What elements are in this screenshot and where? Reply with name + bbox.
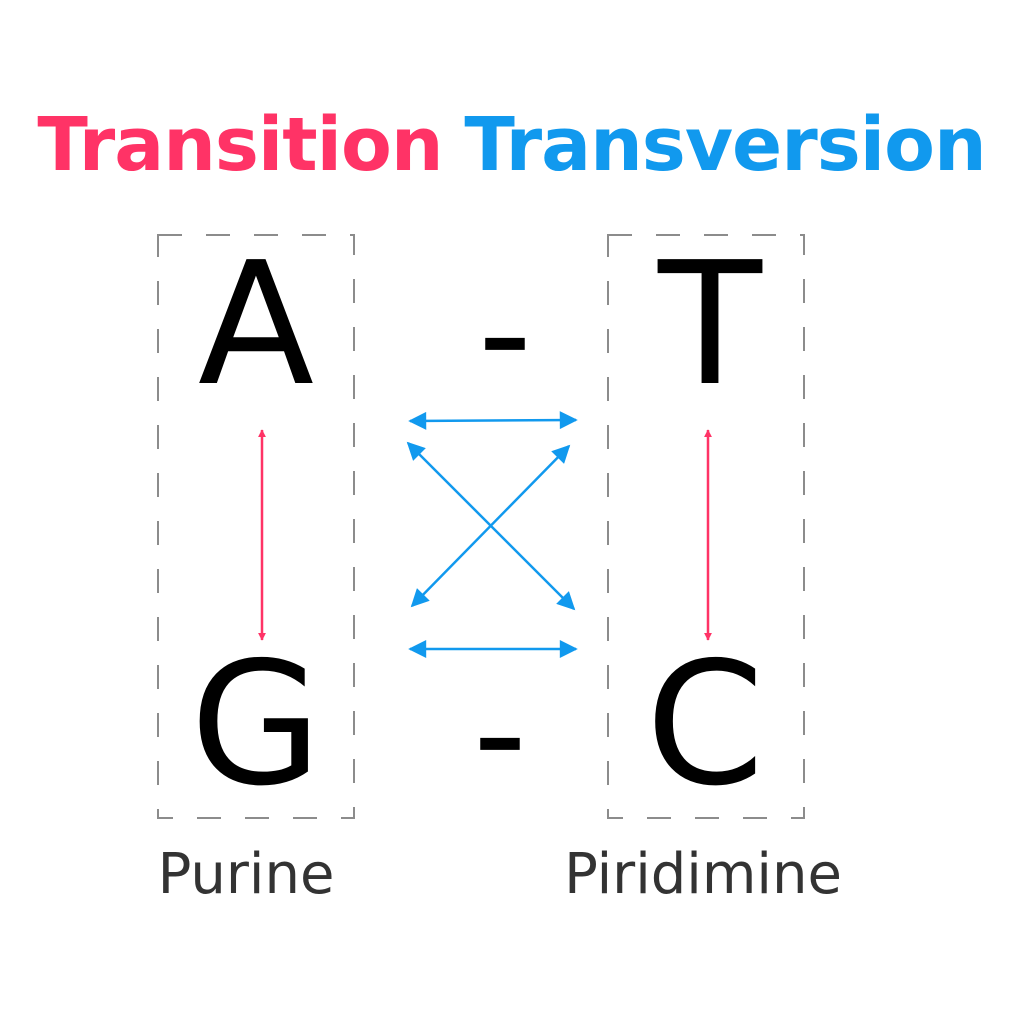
top-pair-separator: - <box>478 247 532 421</box>
purine-label: Purine <box>158 842 335 907</box>
base-thymine: T <box>657 226 763 424</box>
transversion-arrow-a-t <box>408 411 578 430</box>
bottom-pair-separator: - <box>473 647 527 821</box>
purine-group-box <box>157 234 355 819</box>
transition-title: Transition <box>37 102 442 188</box>
pyrimidine-label: Piridimine <box>564 842 842 907</box>
pyrimidine-group-box <box>607 234 805 819</box>
base-adenine: A <box>198 226 314 424</box>
transversion-title: Transversion <box>464 102 985 188</box>
base-guanine: G <box>190 626 322 824</box>
transversion-arrow-t-g <box>410 444 571 608</box>
base-cytosine: C <box>646 626 765 824</box>
